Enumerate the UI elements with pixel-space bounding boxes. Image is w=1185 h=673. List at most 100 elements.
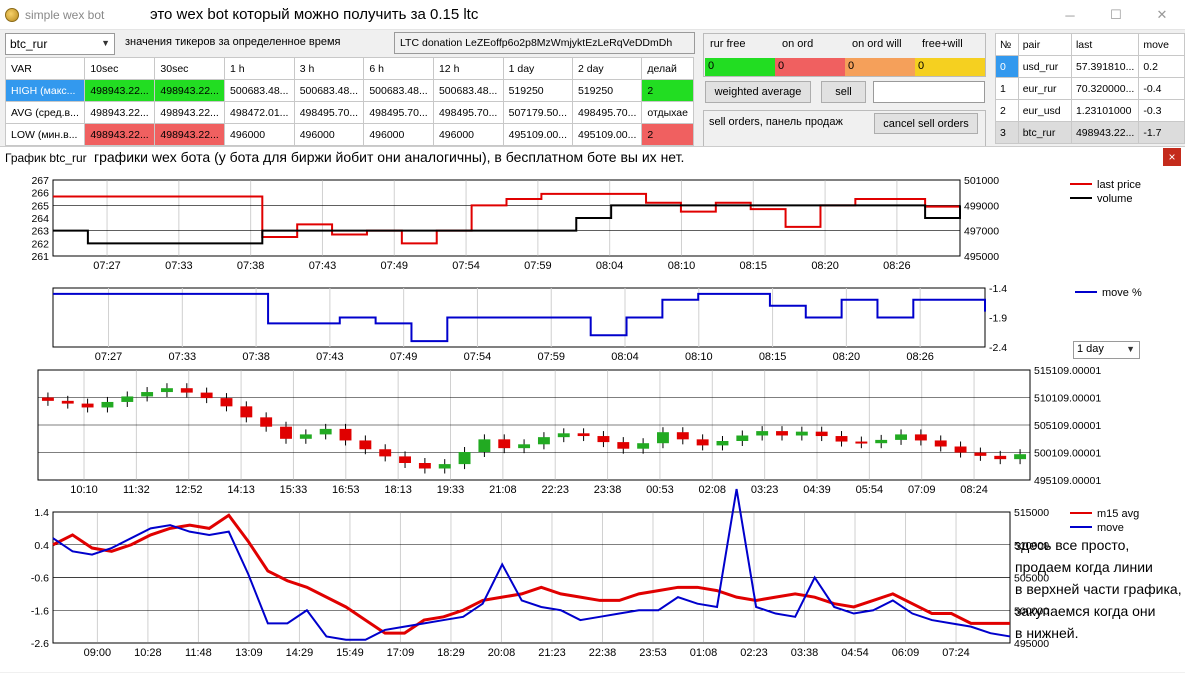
y-tick-label-right: 515000 xyxy=(1014,507,1049,519)
range-select-value: 1 day xyxy=(1077,343,1104,355)
y-tick-label-right: 495109.00001 xyxy=(1034,475,1101,487)
series-line xyxy=(53,292,986,343)
chart-description: графики wex бота (у бота для биржи йобит… xyxy=(94,149,685,165)
table-row[interactable]: LOW (мин.в... 498943.22... 498943.22... … xyxy=(4,123,694,146)
balance-panel: rur free on ord on ord will free+will 0 … xyxy=(703,33,986,77)
column-header[interactable]: 2 day xyxy=(571,57,643,80)
table-header-row: VAR 10sec 30sec 1 h 3 h 6 h 12 h 1 day 2… xyxy=(4,57,694,80)
table-row[interactable]: AVG (сред.в... 498943.22... 498943.22...… xyxy=(4,101,694,124)
table-cell: 500683.48... xyxy=(363,79,434,102)
table-cell: 498943.22... xyxy=(1070,121,1140,144)
sell-button[interactable]: sell xyxy=(821,81,866,103)
candle-body xyxy=(954,446,967,453)
table-row[interactable]: 2 eur_usd 1.23101000 -0.3 xyxy=(995,99,1185,122)
column-header[interactable]: last xyxy=(1070,33,1140,56)
x-tick-label: 18:29 xyxy=(437,647,465,659)
table-cell: 498943.22... xyxy=(84,79,156,102)
x-tick-label: 12:52 xyxy=(175,484,203,496)
table-cell: 0 xyxy=(995,55,1019,78)
x-tick-label: 08:26 xyxy=(883,260,911,272)
x-tick-label: 02:23 xyxy=(740,647,768,659)
pair-select[interactable]: btc_rur ▼ xyxy=(5,33,115,55)
app-title: simple wex bot xyxy=(25,8,105,22)
table-row[interactable]: 1 eur_rur 70.320000... -0.4 xyxy=(995,77,1185,100)
candle-body xyxy=(299,434,312,439)
table-cell: 500683.48... xyxy=(432,79,504,102)
series-line xyxy=(52,488,1011,641)
table-cell: 498472.01... xyxy=(224,101,295,124)
table-cell: 498943.22... xyxy=(154,79,226,102)
candle-body xyxy=(141,392,154,397)
candle-body xyxy=(359,440,372,450)
y-tick-label-right: -1.9 xyxy=(989,313,1007,325)
minimize-icon[interactable]: ─ xyxy=(1065,7,1075,23)
table-cell: 498943.22... xyxy=(154,101,226,124)
column-header[interactable]: 3 h xyxy=(293,57,365,80)
candle-body xyxy=(121,396,134,402)
candle-body xyxy=(240,406,253,418)
column-header[interactable]: делай xyxy=(641,57,694,80)
column-header[interactable]: 10sec xyxy=(84,57,156,80)
column-header[interactable]: 1 h xyxy=(224,57,295,80)
column-header[interactable]: № xyxy=(995,33,1019,56)
x-tick-label: 21:08 xyxy=(489,484,517,496)
candle-body xyxy=(716,440,729,446)
candle-body xyxy=(815,431,828,437)
x-tick-label: 07:59 xyxy=(537,351,565,363)
x-tick-label: 10:10 xyxy=(70,484,98,496)
note-line: здесь все просто, xyxy=(1015,537,1130,553)
column-header[interactable]: VAR xyxy=(4,57,86,80)
sell-orders-label: sell orders, панель продаж xyxy=(709,116,843,128)
x-tick-label: 08:10 xyxy=(685,351,713,363)
range-select[interactable]: 1 day ▼ xyxy=(1073,341,1140,359)
chevron-down-icon: ▼ xyxy=(1126,344,1135,354)
x-tick-label: 15:49 xyxy=(336,647,364,659)
column-header[interactable]: 1 day xyxy=(502,57,574,80)
close-icon[interactable]: × xyxy=(1163,148,1181,166)
x-tick-label: 04:39 xyxy=(803,484,831,496)
candle-body xyxy=(280,426,292,439)
y-tick-label-left: 0.4 xyxy=(34,540,49,552)
maximize-icon[interactable]: ☐ xyxy=(1110,7,1122,22)
close-window-icon[interactable]: ✕ xyxy=(1156,7,1168,22)
series-line xyxy=(52,513,1010,635)
table-cell: 507179.50... xyxy=(502,101,574,124)
x-tick-label: 06:09 xyxy=(892,647,920,659)
price-input[interactable] xyxy=(873,81,985,103)
table-row[interactable]: 0 usd_rur 57.391810... 0.2 xyxy=(995,55,1185,78)
weighted-average-button[interactable]: weighted average xyxy=(705,81,811,103)
x-tick-label: 23:53 xyxy=(639,647,667,659)
pair-select-value: btc_rur xyxy=(10,37,48,51)
candle-body xyxy=(776,431,788,436)
column-header[interactable]: 30sec xyxy=(154,57,226,80)
table-cell: 496000 xyxy=(293,123,365,146)
y-tick-label-right: 497000 xyxy=(964,226,999,238)
table-cell: 498943.22... xyxy=(84,123,156,146)
column-header[interactable]: move xyxy=(1138,33,1185,56)
x-tick-label: 07:43 xyxy=(309,260,337,272)
column-header[interactable]: pair xyxy=(1017,33,1072,56)
table-cell: eur_usd xyxy=(1017,99,1072,122)
column-header[interactable]: 12 h xyxy=(432,57,504,80)
y-tick-label-left: 262 xyxy=(31,238,49,250)
balance-value: 0 xyxy=(775,58,845,76)
x-tick-label: 07:27 xyxy=(93,260,121,272)
donation-field[interactable]: LTC donation LeZEoffp6o2p8MzWmjyktEzLeRq… xyxy=(394,32,695,54)
table-row[interactable]: 3 btc_rur 498943.22... -1.7 xyxy=(995,121,1185,144)
column-header[interactable]: 6 h xyxy=(363,57,434,80)
x-tick-label: 07:38 xyxy=(242,351,270,363)
legend-label: move % xyxy=(1102,287,1142,299)
cancel-sell-orders-button[interactable]: cancel sell orders xyxy=(874,113,978,134)
candle-body xyxy=(498,439,511,449)
chart-window-title: График btc_rur xyxy=(5,151,87,165)
candle-body xyxy=(557,433,570,438)
candle-body xyxy=(101,401,114,408)
y-tick-label-right: 510109.00001 xyxy=(1034,393,1101,405)
x-tick-label: 03:23 xyxy=(751,484,779,496)
charts-area: 07:27 07:33 07:38 07:43 07:49 07:54 07:59 08:04… xyxy=(31,175,1142,659)
table-row[interactable]: HIGH (макс... 498943.22... 498943.22... … xyxy=(4,79,694,102)
candle-body xyxy=(220,398,233,407)
balance-header: on ord will xyxy=(852,38,902,50)
ticker-table: VAR 10sec 30sec 1 h 3 h 6 h 12 h 1 day 2… xyxy=(4,57,694,146)
table-cell: -1.7 xyxy=(1138,121,1185,144)
